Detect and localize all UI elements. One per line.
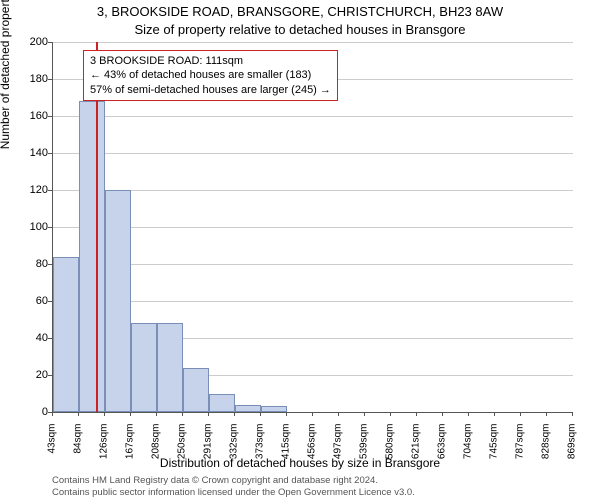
ytick-mark <box>48 264 52 265</box>
histogram-bar <box>235 405 261 412</box>
xtick-label: 456sqm <box>307 424 318 474</box>
xtick-mark <box>468 412 469 416</box>
xtick-mark <box>52 412 53 416</box>
xtick-label: 539sqm <box>359 424 370 474</box>
xtick-mark <box>390 412 391 416</box>
ytick-mark <box>48 153 52 154</box>
xtick-mark <box>364 412 365 416</box>
footer-line1: Contains HM Land Registry data © Crown c… <box>52 475 415 486</box>
xtick-mark <box>338 412 339 416</box>
ytick-mark <box>48 338 52 339</box>
xtick-label: 621sqm <box>411 424 422 474</box>
xtick-label: 787sqm <box>515 424 526 474</box>
page-title: 3, BROOKSIDE ROAD, BRANSGORE, CHRISTCHUR… <box>0 4 600 19</box>
xtick-label: 167sqm <box>125 424 136 474</box>
xtick-mark <box>442 412 443 416</box>
histogram-bar <box>209 394 235 413</box>
xtick-label: 869sqm <box>567 424 578 474</box>
histogram-bar <box>261 406 287 412</box>
histogram-bar <box>157 323 183 412</box>
xtick-mark <box>494 412 495 416</box>
xtick-mark <box>286 412 287 416</box>
callout-line2: ← 43% of detached houses are smaller (18… <box>90 68 331 82</box>
xtick-mark <box>78 412 79 416</box>
ytick-mark <box>48 375 52 376</box>
xtick-mark <box>208 412 209 416</box>
xtick-mark <box>104 412 105 416</box>
xtick-label: 663sqm <box>437 424 448 474</box>
histogram-bar <box>131 323 157 412</box>
xtick-mark <box>182 412 183 416</box>
footer-attribution: Contains HM Land Registry data © Crown c… <box>52 475 415 498</box>
xtick-mark <box>312 412 313 416</box>
histogram-bar <box>53 257 79 412</box>
chart-container: 3, BROOKSIDE ROAD, BRANSGORE, CHRISTCHUR… <box>0 0 600 500</box>
grid-line <box>53 42 573 43</box>
ytick-mark <box>48 116 52 117</box>
xtick-label: 704sqm <box>463 424 474 474</box>
ytick-mark <box>48 301 52 302</box>
xtick-label: 250sqm <box>177 424 188 474</box>
xtick-mark <box>572 412 573 416</box>
ytick-label: 40 <box>8 332 48 344</box>
ytick-label: 60 <box>8 295 48 307</box>
ytick-mark <box>48 79 52 80</box>
histogram-bar <box>105 190 131 412</box>
xtick-label: 208sqm <box>151 424 162 474</box>
ytick-label: 140 <box>8 147 48 159</box>
callout-line1: 3 BROOKSIDE ROAD: 111sqm <box>90 54 331 68</box>
xtick-mark <box>546 412 547 416</box>
xtick-label: 745sqm <box>489 424 500 474</box>
grid-line <box>53 116 573 117</box>
xtick-mark <box>130 412 131 416</box>
xtick-label: 497sqm <box>333 424 344 474</box>
ytick-mark <box>48 227 52 228</box>
xtick-label: 291sqm <box>203 424 214 474</box>
ytick-label: 80 <box>8 258 48 270</box>
ytick-label: 0 <box>8 406 48 418</box>
xtick-label: 828sqm <box>541 424 552 474</box>
xtick-label: 373sqm <box>255 424 266 474</box>
ytick-label: 180 <box>8 73 48 85</box>
xtick-label: 415sqm <box>281 424 292 474</box>
histogram-plot: 3 BROOKSIDE ROAD: 111sqm ← 43% of detach… <box>52 42 573 413</box>
xtick-mark <box>234 412 235 416</box>
xtick-label: 126sqm <box>99 424 110 474</box>
callout-line3: 57% of semi-detached houses are larger (… <box>90 83 331 97</box>
page-subtitle: Size of property relative to detached ho… <box>0 22 600 37</box>
grid-line <box>53 153 573 154</box>
xtick-mark <box>416 412 417 416</box>
ytick-label: 20 <box>8 369 48 381</box>
ytick-label: 160 <box>8 110 48 122</box>
histogram-bar <box>79 101 105 412</box>
xtick-mark <box>260 412 261 416</box>
ytick-mark <box>48 42 52 43</box>
xtick-label: 43sqm <box>47 424 58 474</box>
callout-box: 3 BROOKSIDE ROAD: 111sqm ← 43% of detach… <box>83 50 338 101</box>
footer-line2: Contains public sector information licen… <box>52 487 415 498</box>
xtick-mark <box>520 412 521 416</box>
xtick-label: 580sqm <box>385 424 396 474</box>
ytick-label: 120 <box>8 184 48 196</box>
x-axis-label: Distribution of detached houses by size … <box>0 456 600 470</box>
ytick-label: 200 <box>8 36 48 48</box>
histogram-bar <box>183 368 209 412</box>
xtick-mark <box>156 412 157 416</box>
xtick-label: 332sqm <box>229 424 240 474</box>
xtick-label: 84sqm <box>73 424 84 474</box>
ytick-mark <box>48 190 52 191</box>
ytick-label: 100 <box>8 221 48 233</box>
